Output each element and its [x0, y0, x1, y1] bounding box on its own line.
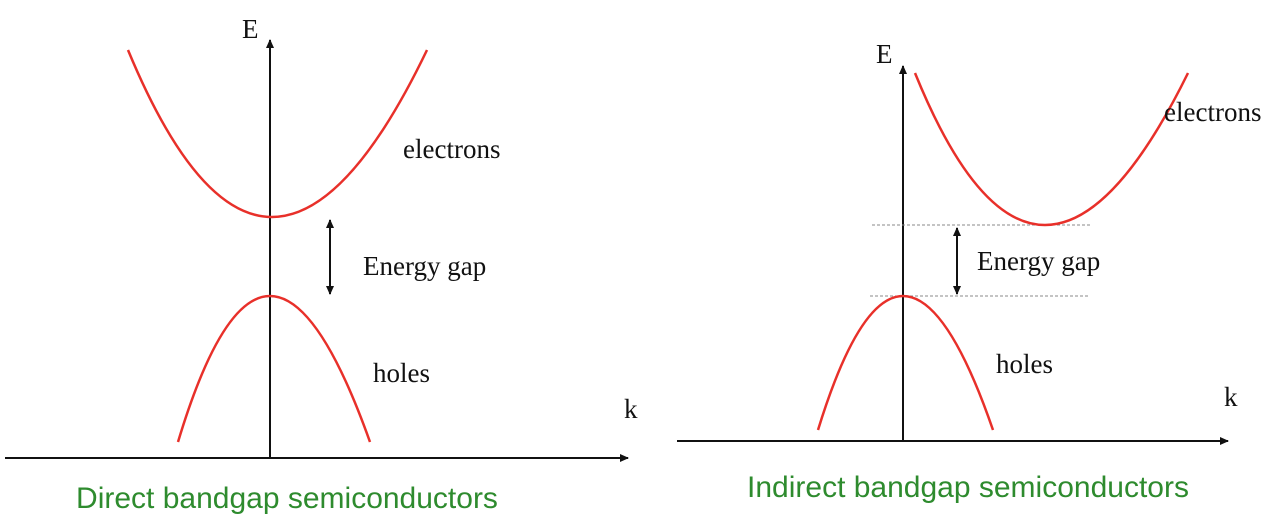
valence-band	[816, 295, 995, 431]
electrons-label: electrons	[403, 134, 500, 164]
valence-band	[176, 294, 372, 443]
conduction-band	[913, 72, 1190, 227]
electrons-label: electrons	[1164, 97, 1261, 127]
k-label: k	[624, 394, 638, 424]
holes-label: holes	[373, 358, 430, 388]
e-label: E	[876, 39, 893, 69]
indirect-panel: E k electrons Energy gap holes Indirect …	[677, 39, 1261, 504]
holes-label: holes	[996, 349, 1053, 379]
caption: Direct bandgap semiconductors	[76, 482, 498, 515]
gap-label: Energy gap	[977, 246, 1100, 276]
caption: Indirect bandgap semiconductors	[747, 471, 1189, 504]
direct-panel: E k electrons Energy gap holes Direct ba…	[5, 14, 638, 515]
conduction-band	[126, 49, 429, 218]
k-label: k	[1224, 382, 1238, 412]
e-label: E	[242, 14, 259, 44]
gap-label: Energy gap	[363, 251, 486, 281]
